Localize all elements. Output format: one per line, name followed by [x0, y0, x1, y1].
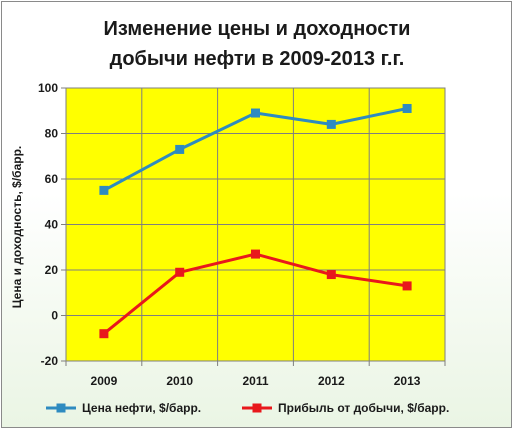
legend: Цена нефти, $/барр. Прибыль от добычи, $/… — [46, 401, 449, 415]
x-tick-label: 2013 — [394, 374, 421, 388]
legend-marker-1 — [56, 403, 66, 413]
legend-marker-2 — [252, 403, 262, 413]
x-tick-label: 2012 — [318, 374, 345, 388]
data-point — [251, 108, 260, 118]
x-tick-label: 2011 — [242, 374, 268, 388]
chart-title-line-1: Изменение цены и доходности — [104, 18, 411, 40]
data-point — [175, 267, 185, 277]
y-tick-label: -20 — [41, 354, 59, 368]
chart-title-line-2: добычи нефти в 2009-2013 г.г. — [110, 48, 405, 70]
y-tick-label: 0 — [51, 309, 58, 323]
y-tick-label: 80 — [45, 127, 59, 141]
data-point — [99, 185, 109, 195]
y-tick-label: 20 — [45, 263, 59, 277]
data-point — [99, 329, 109, 339]
data-point — [251, 249, 260, 259]
legend-entry-1: Цена нефти, $/барр. — [82, 401, 201, 415]
y-tick-label: 100 — [38, 81, 58, 95]
data-point — [326, 270, 336, 280]
plot-area: -20 0 20 40 60 80 100 2009 2010 2011 2012 2013 — [38, 81, 446, 388]
y-tick-label: 40 — [45, 218, 59, 232]
x-tick-label: 2009 — [91, 374, 118, 388]
data-point — [326, 119, 336, 129]
x-tick-label: 2010 — [166, 374, 193, 388]
y-axis-label: Цена и доходность, $/барр. — [10, 146, 24, 308]
y-tick-label: 60 — [45, 172, 59, 186]
data-point — [402, 103, 412, 113]
data-point — [402, 281, 412, 291]
data-point — [175, 144, 185, 154]
legend-entry-2: Прибыль от добычи, $/барр. — [278, 401, 449, 415]
